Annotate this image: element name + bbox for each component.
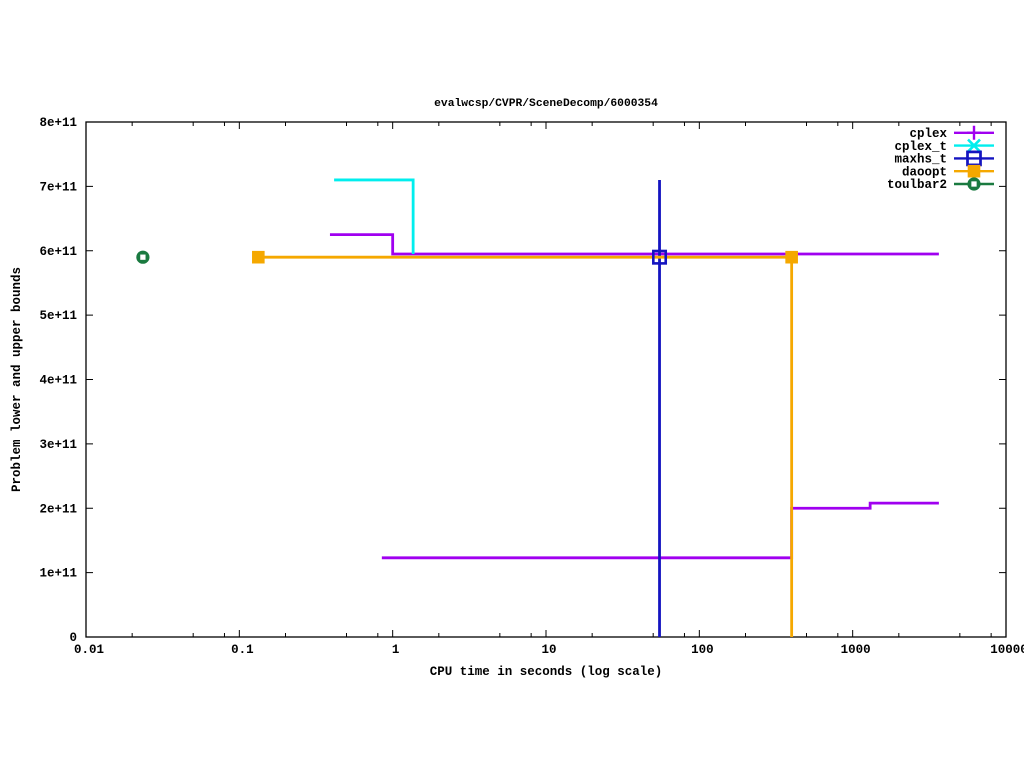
svg-text:CPU time in seconds (log scale: CPU time in seconds (log scale)	[430, 665, 663, 679]
svg-text:0.01: 0.01	[74, 643, 104, 657]
svg-text:4e+11: 4e+11	[39, 374, 77, 388]
svg-text:1e+11: 1e+11	[39, 567, 77, 581]
svg-text:1: 1	[392, 643, 400, 657]
svg-text:6e+11: 6e+11	[39, 245, 77, 259]
svg-text:5e+11: 5e+11	[39, 309, 77, 323]
svg-text:10000: 10000	[990, 643, 1024, 657]
svg-text:7e+11: 7e+11	[39, 180, 77, 194]
svg-text:0.1: 0.1	[231, 643, 254, 657]
svg-text:1000: 1000	[841, 643, 871, 657]
svg-text:Problem lower and upper bounds: Problem lower and upper bounds	[10, 267, 24, 492]
svg-text:8e+11: 8e+11	[39, 116, 77, 130]
svg-text:100: 100	[691, 643, 714, 657]
svg-text:2e+11: 2e+11	[39, 502, 77, 516]
svg-text:evalwcsp/CVPR/SceneDecomp/6000: evalwcsp/CVPR/SceneDecomp/6000354	[434, 98, 658, 110]
svg-text:10: 10	[541, 643, 556, 657]
svg-text:toulbar2: toulbar2	[887, 178, 947, 192]
svg-text:3e+11: 3e+11	[39, 438, 77, 452]
